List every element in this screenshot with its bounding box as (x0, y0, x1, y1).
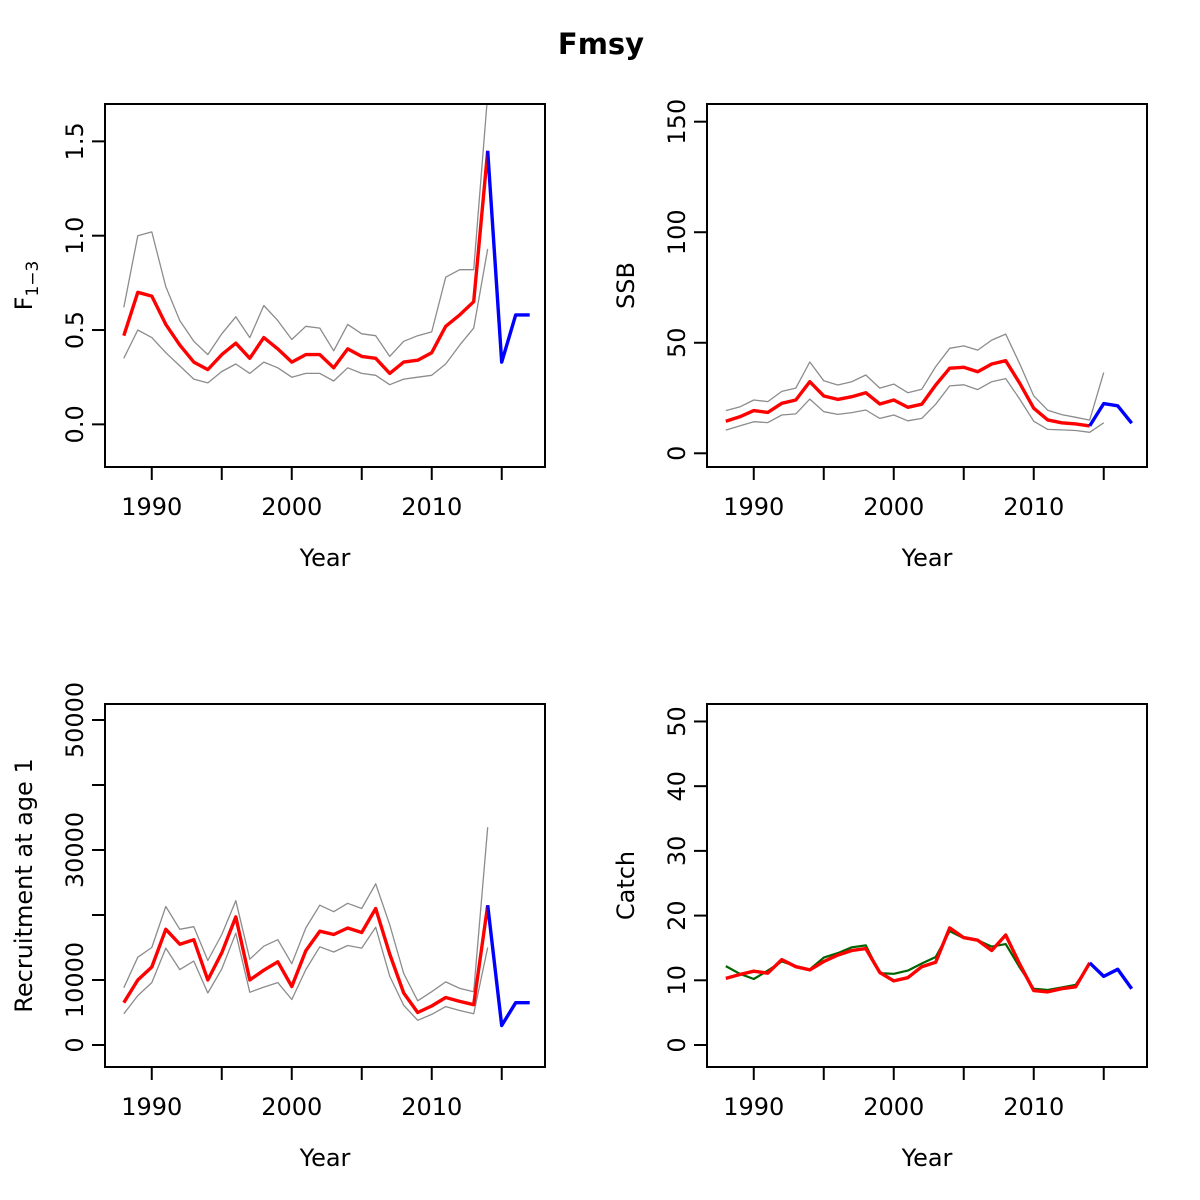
series-layer (725, 333, 1134, 433)
x-tick-label: 2000 (863, 493, 924, 521)
y-tick-label: 0.5 (61, 311, 89, 349)
x-tick-label: 2000 (863, 1093, 924, 1121)
y-tick-label: 0 (663, 1037, 691, 1052)
forecast-line (1088, 961, 1134, 990)
x-axis-title: Year (901, 544, 953, 572)
plot-box (104, 103, 546, 468)
x-tick-label: 2000 (261, 493, 322, 521)
panel-catch: 1990 2000 2010 0 10 20 30 40 50 Year Catch (612, 703, 1148, 1172)
x-tick-label: 2010 (1003, 1093, 1064, 1121)
y-axis-title: Recruitment at age 1 (10, 758, 38, 1012)
x-tick-label: 2010 (1003, 493, 1064, 521)
series-layer (122, 104, 530, 386)
y-tick-label: 10 (663, 965, 691, 996)
y-tick-label: 0 (663, 446, 691, 461)
y-tick-label: 100 (663, 209, 691, 255)
ci-upper-line (123, 104, 488, 358)
series-layer (122, 827, 530, 1028)
y-axis-title: F1−3 (10, 261, 43, 311)
ci-upper-line (725, 333, 1105, 421)
panel-recruitment: 1990 2000 2010 0 10000 30000 50000 Year Recruitm… (10, 682, 546, 1172)
y-tick-label: 20 (663, 900, 691, 931)
plot-box (706, 703, 1148, 1068)
y-tick-label: 1.0 (61, 217, 89, 255)
estimate-line (725, 359, 1090, 428)
x-axis-title: Year (901, 1144, 953, 1172)
estimate-line (122, 150, 490, 376)
forecast-line (486, 905, 530, 1028)
x-axis-title: Year (299, 544, 351, 572)
x-tick-label: 1990 (121, 1093, 182, 1121)
plot-box (706, 103, 1148, 468)
y-axis-title: Catch (612, 851, 640, 920)
x-tick-label: 1990 (723, 1093, 784, 1121)
plot-box (104, 703, 546, 1068)
panel-fbar: 1990 2000 2010 0.0 0.5 1.0 1.5 Year F1−3 (10, 103, 546, 572)
series-layer (725, 926, 1134, 994)
y-tick-label: 0 (61, 1037, 89, 1052)
estimate-line (122, 904, 490, 1015)
ci-lower-line (725, 377, 1105, 433)
forecast-line (486, 150, 530, 364)
y-tick-label: 30 (663, 836, 691, 867)
ci-upper-line (123, 827, 489, 1002)
y-tick-label: 150 (663, 99, 691, 145)
x-tick-label: 2000 (261, 1093, 322, 1121)
x-tick-label: 1990 (121, 493, 182, 521)
y-tick-label: 10000 (61, 942, 89, 1018)
ci-lower-line (123, 926, 489, 1021)
x-tick-label: 1990 (723, 493, 784, 521)
y-tick-label: 1.5 (61, 122, 89, 160)
x-axis-title: Year (299, 1144, 351, 1172)
estimate-line (725, 926, 1092, 994)
panel-ssb: 1990 2000 2010 0 50 100 150 Year SSB (612, 99, 1148, 572)
x-tick-label: 2010 (401, 493, 462, 521)
y-tick-label: 0.0 (61, 405, 89, 443)
y-tick-label: 50000 (61, 682, 89, 758)
forecast-line (1088, 401, 1134, 427)
y-axis-title: SSB (612, 262, 640, 309)
figure-title: Fmsy (558, 27, 644, 61)
ci-lower-line (123, 248, 489, 386)
y-tick-label: 30000 (61, 812, 89, 888)
y-tick-label: 50 (663, 327, 691, 358)
y-tick-label: 50 (663, 706, 691, 737)
y-tick-label: 40 (663, 771, 691, 802)
x-tick-label: 2010 (401, 1093, 462, 1121)
